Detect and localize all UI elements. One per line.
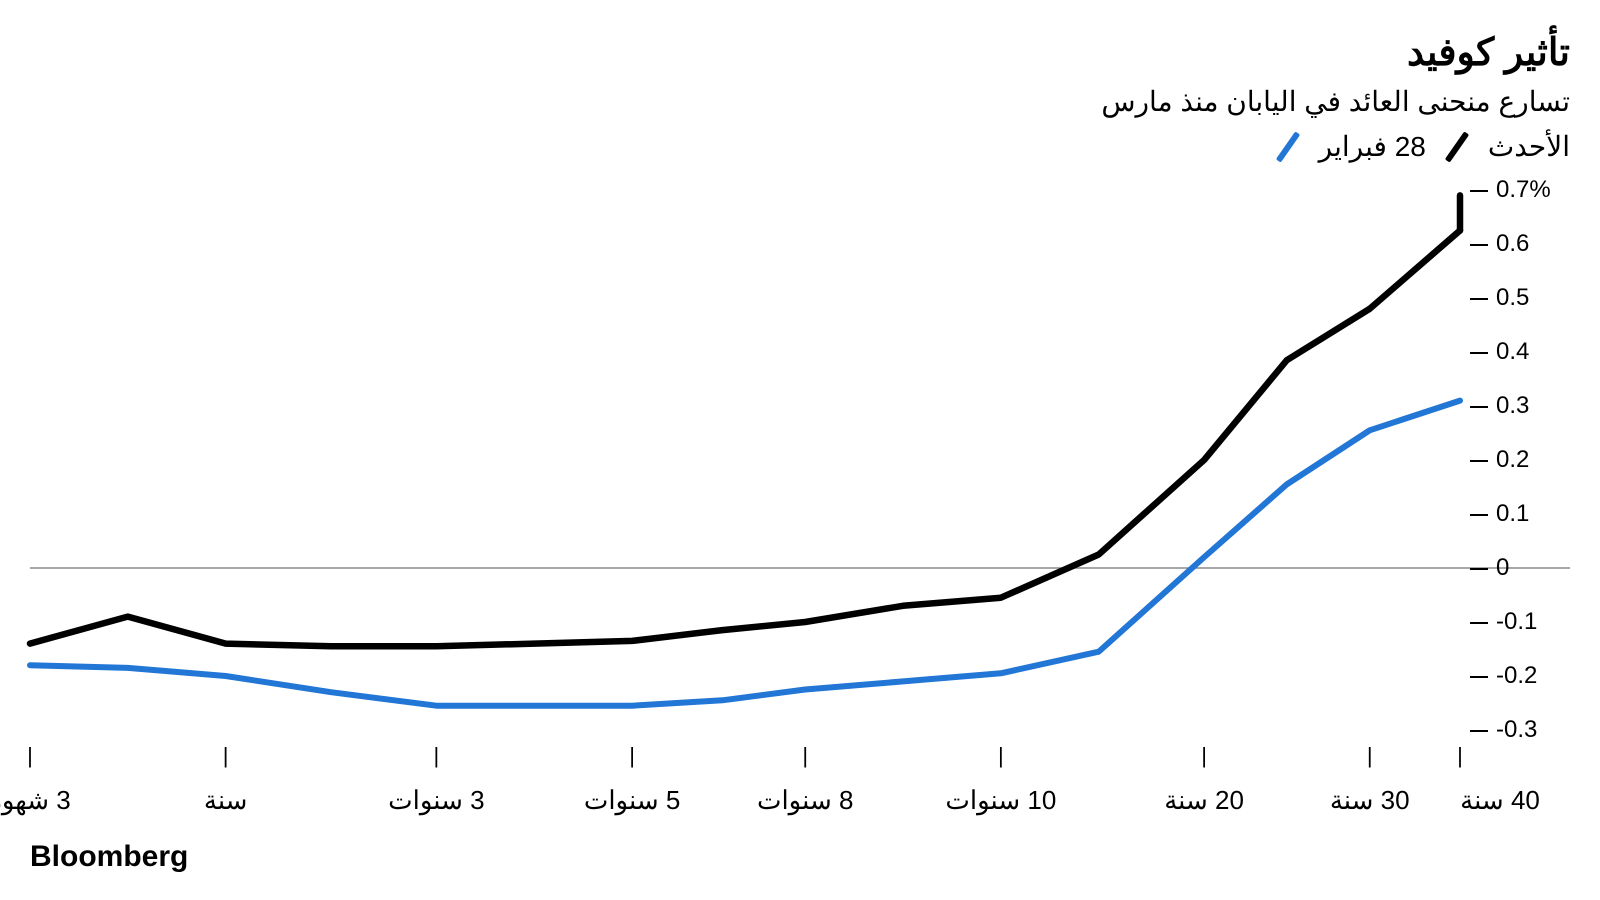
x-tick-label: 30 سنة [1330,785,1410,816]
y-tick-label: -0.1 [1470,608,1537,636]
plot-area [30,190,1460,730]
y-tick-label: -0.2 [1470,662,1537,690]
y-tick-label: -0.3 [1470,716,1537,744]
x-tick-mark: | [0,745,71,767]
x-tick-mark: | [388,745,484,767]
x-tick: | سنة [204,745,248,816]
series-feb28-line [30,401,1460,706]
x-tick-label: 3 سنوات [388,785,484,816]
y-tick-mark [1470,568,1488,570]
y-tick-mark [1470,622,1488,624]
y-tick-mark [1470,514,1488,516]
x-tick-mark: | [204,745,248,767]
y-tick-label: 0.7% [1470,176,1551,204]
y-tick-label: 0.1 [1470,500,1529,528]
y-axis: 0.7%0.60.50.40.30.20.10-0.1-0.2-0.3 [1470,190,1580,730]
legend-swatch-latest [1445,131,1469,162]
x-tick: | 8 سنوات [757,745,853,816]
x-tick-label: 8 سنوات [757,785,853,816]
chart-subtitle: تسارع منحنى العائد في اليابان منذ مارس [1101,85,1570,118]
x-axis: |3 شهور|سنة|3 سنوات|5 سنوات|8 سنوات|10 س… [30,745,1460,815]
x-tick: | 30 سنة [1330,745,1410,816]
plot-svg [30,190,1460,730]
y-tick-label: 0.5 [1470,284,1529,312]
x-tick-mark: | [1164,745,1244,767]
x-tick-label: 3 شهور [0,785,71,816]
legend-swatch-feb28 [1275,131,1299,162]
x-tick: | 3 سنوات [388,745,484,816]
x-tick-label: سنة [204,785,248,816]
x-tick-label: 40 سنة [1460,785,1540,816]
y-tick-mark [1470,730,1488,732]
x-tick-mark: | [1330,745,1410,767]
source-label: Bloomberg [30,840,188,874]
y-tick-label: 0.4 [1470,338,1529,366]
x-tick-mark: | [757,745,853,767]
y-tick-mark [1470,244,1488,246]
series-latest-line [30,231,1460,647]
x-tick: |40 سنة [1420,745,1500,816]
y-tick-label: 0.3 [1470,392,1529,420]
y-tick-mark [1470,190,1488,192]
y-tick-mark [1470,352,1488,354]
x-tick: | 3 شهور [0,745,71,816]
x-tick-mark: | [1420,745,1500,767]
x-tick-label: 10 سنوات [945,785,1056,816]
legend-label-feb28: 28 فبراير [1319,130,1426,163]
y-tick-mark [1470,406,1488,408]
x-tick: | 10 سنوات [945,745,1056,816]
x-tick-label: 5 سنوات [584,785,680,816]
y-tick-mark [1470,298,1488,300]
y-tick-label: 0.6 [1470,230,1529,258]
y-tick-mark [1470,676,1488,678]
y-tick-mark [1470,460,1488,462]
y-tick-label: 0 [1470,554,1509,582]
legend-label-latest: الأحدث [1488,130,1570,163]
x-tick-mark: | [945,745,1056,767]
chart-container: تأثير كوفيد تسارع منحنى العائد في اليابا… [0,0,1600,900]
x-tick: | 20 سنة [1164,745,1244,816]
x-tick-label: 20 سنة [1164,785,1244,816]
x-tick-mark: | [584,745,680,767]
x-tick: | 5 سنوات [584,745,680,816]
y-tick-label: 0.2 [1470,446,1529,474]
legend: الأحدث 28 فبراير [1271,130,1570,163]
chart-title: تأثير كوفيد [1407,30,1570,75]
